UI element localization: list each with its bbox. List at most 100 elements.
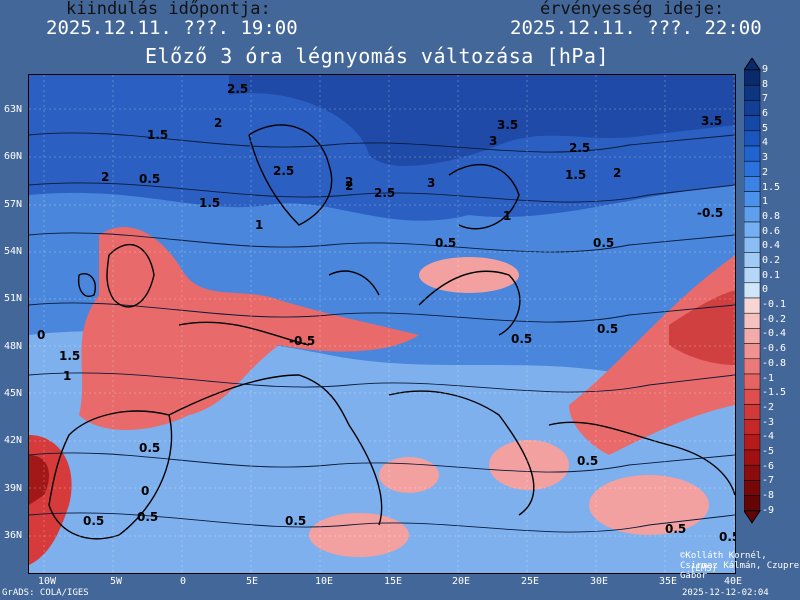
contour-value-label: 0.5 — [665, 522, 686, 536]
scale-color-swatch — [743, 434, 761, 451]
scale-max-arrow — [743, 57, 761, 71]
contour-value-label: 2.5 — [273, 164, 294, 178]
contour-value-label: 0.5 — [593, 236, 614, 250]
scale-color-swatch — [743, 373, 761, 390]
scale-value-label: 2 — [762, 166, 769, 178]
scale-color-swatch — [743, 252, 761, 268]
scale-value-label: 0 — [762, 284, 769, 296]
latitude-label: 39N — [4, 483, 23, 494]
pressure-fall-region-east — [569, 255, 735, 455]
scale-value-label: -8 — [762, 490, 775, 502]
scale-color-swatch — [743, 160, 761, 177]
scale-value-label: 5 — [762, 122, 769, 134]
scale-value-label: -0.1 — [762, 299, 787, 311]
contour-value-label: 1.5 — [59, 349, 80, 363]
scale-color-swatch — [743, 100, 761, 116]
latitude-label: 51N — [4, 293, 23, 304]
scale-value-label: -0.6 — [762, 343, 787, 355]
scale-value-label: 6 — [762, 108, 769, 120]
scale-color-swatch — [743, 358, 761, 375]
valid-time-label: érvényesség ideje: — [540, 0, 725, 19]
scale-value-label: 0.1 — [762, 269, 781, 281]
scale-value-label: -1 — [762, 372, 775, 384]
contour-value-label: 0.5 — [719, 530, 735, 544]
scale-color-swatch — [743, 419, 761, 436]
contour-value-label: 0.5 — [435, 236, 456, 250]
scale-color-swatch — [743, 130, 761, 147]
contour-value-label: 2.5 — [374, 186, 395, 200]
scale-value-label: 1.5 — [762, 181, 781, 193]
valid-time-value: 2025.12.11. ???. 22:00 — [510, 17, 762, 39]
coastlines-borders — [48, 124, 735, 540]
latitude-label: 54N — [4, 246, 23, 257]
longitude-label: 40E — [724, 576, 743, 587]
contour-value-label: 2.5 — [227, 82, 248, 96]
scale-color-swatch — [743, 297, 761, 314]
longitude-label: 35E — [659, 576, 678, 587]
latitude-label: 57N — [4, 199, 23, 210]
latitude-label: 45N — [4, 388, 23, 399]
lat-lon-grid — [29, 75, 735, 573]
fall-patch-anatolia — [589, 475, 709, 535]
contour-value-label: 1 — [255, 218, 263, 232]
scale-value-label: 0.6 — [762, 225, 781, 237]
scale-value-label: 1 — [762, 196, 769, 208]
scale-value-label: -2 — [762, 401, 775, 413]
scale-color-swatch — [743, 449, 761, 466]
fall-patch-adriatic — [379, 457, 439, 493]
scale-color-swatch — [743, 267, 761, 284]
contour-value-label: 0.5 — [139, 441, 160, 455]
scale-value-label: 0.8 — [762, 210, 781, 222]
contour-value-label: 1 — [63, 369, 71, 383]
run-time-label: kiindulás időpontja: — [66, 0, 271, 19]
scale-color-swatch — [743, 115, 761, 132]
latitude-label: 48N — [4, 341, 23, 352]
pressure-change-map: 2.5 2 1.5 2 2.5 2 3.5 3 2.5 3.5 1.5 2 3 2.5 2 1.5 1 0.5 -0… — [28, 74, 736, 574]
contour-value-label: 3 — [427, 176, 435, 190]
longitude-label: 5E — [246, 576, 259, 587]
scale-value-label: -3 — [762, 416, 775, 428]
longitude-label: 20E — [452, 576, 471, 587]
map-canvas: 2.521.52 2.523.53 2.53.51.5 232.521.510.5-0… — [29, 75, 735, 573]
contour-value-label: 1.5 — [565, 168, 586, 182]
contour-value-label: 0.5 — [577, 454, 598, 468]
fall-patch-central — [419, 257, 519, 293]
generated-timestamp: 2025-12-12-02:04 — [682, 588, 769, 598]
scale-value-label: 4 — [762, 137, 769, 149]
scale-color-swatch — [743, 388, 761, 405]
scale-color-swatch — [743, 206, 761, 223]
latitude-label: 36N — [4, 530, 23, 541]
scale-value-label: -9 — [762, 504, 775, 516]
scale-value-label: -0.8 — [762, 357, 787, 369]
contour-value-label: 2 — [345, 175, 353, 189]
scale-value-label: -1.5 — [762, 387, 787, 399]
contour-value-label: 0 — [37, 328, 45, 342]
longitude-label: 25E — [521, 576, 540, 587]
scale-value-label: 3 — [762, 152, 769, 164]
scale-color-swatch — [743, 145, 761, 162]
longitude-label: 5W — [110, 576, 123, 587]
color-scale-bar — [743, 57, 761, 524]
contour-value-label: 2 — [345, 179, 353, 193]
contour-value-label: 0.5 — [137, 510, 158, 524]
scale-value-label: -4 — [762, 431, 775, 443]
latitude-label: 60N — [4, 151, 23, 162]
scale-value-label: 9 — [762, 64, 769, 75]
longitude-label: 10E — [315, 576, 334, 587]
scale-color-swatch — [743, 495, 761, 512]
scale-color-swatch — [743, 191, 761, 208]
run-time-value: 2025.12.11. ???. 19:00 — [46, 17, 298, 39]
scale-color-swatch — [743, 480, 761, 496]
strong-fall-iberia — [29, 455, 49, 505]
contour-value-label: 2 — [613, 166, 621, 180]
scale-color-swatch — [743, 328, 761, 344]
scale-value-label: 8 — [762, 78, 769, 90]
contour-value-label: 0.5 — [83, 514, 104, 528]
scale-color-swatch — [743, 221, 761, 238]
contour-value-label: 3 — [489, 134, 497, 148]
scale-color-swatch — [743, 84, 761, 101]
map-title: Előző 3 óra légnyomás változása [hPa] — [145, 44, 610, 68]
scale-value-label: -7 — [762, 475, 775, 487]
longitude-label: 30E — [590, 576, 609, 587]
scale-color-swatch — [743, 282, 761, 299]
